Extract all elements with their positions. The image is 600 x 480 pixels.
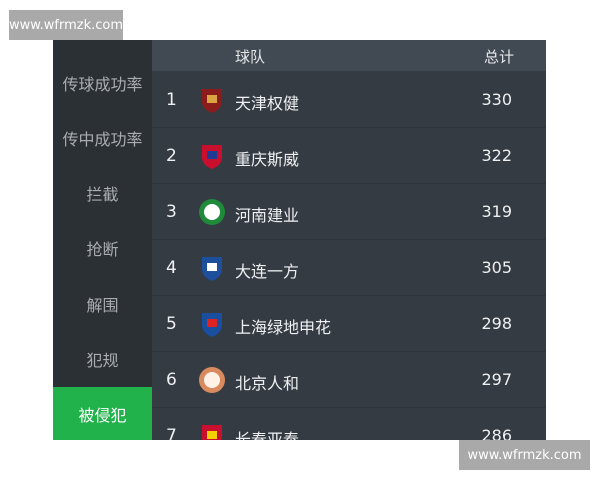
rank: 5 — [166, 314, 177, 334]
total-value: 286 — [481, 426, 512, 440]
dalian-yifang-crest-icon — [202, 257, 222, 281]
total-value: 322 — [481, 146, 512, 165]
table-row[interactable]: 3 河南建业 319 — [152, 184, 546, 240]
sidebar-item[interactable]: 解围 — [86, 295, 119, 315]
header-team: 球队 — [235, 48, 266, 66]
total-value: 298 — [481, 314, 512, 333]
total-value: 319 — [481, 202, 512, 221]
total-value: 305 — [481, 258, 512, 277]
rank: 6 — [166, 370, 177, 390]
team-name: 河南建业 — [235, 206, 300, 225]
rank: 4 — [166, 258, 177, 278]
rank: 7 — [166, 426, 177, 440]
team-name: 北京人和 — [235, 374, 300, 393]
sidebar-item[interactable]: 被侵犯 — [53, 387, 152, 440]
rank: 3 — [166, 202, 177, 222]
table-row[interactable]: 1 天津权健 330 — [152, 72, 546, 128]
changchun-yatai-crest-icon — [202, 425, 222, 440]
table-row[interactable]: 7 长春亚泰 286 — [152, 408, 546, 440]
total-value: 330 — [481, 90, 512, 109]
team-name: 长春亚泰 — [235, 430, 300, 440]
table-row[interactable]: 2 重庆斯威 322 — [152, 128, 546, 184]
ranking-table: 球队 总计 1 天津权健 330 2 重庆斯威 322 3 河南建业 319 4 大连… — [152, 40, 546, 440]
table-row[interactable]: 4 大连一方 305 — [152, 240, 546, 296]
team-name: 天津权健 — [235, 94, 300, 113]
watermark: www.wfrmzk.com — [9, 10, 123, 40]
chongqing-swm-crest-icon — [202, 145, 222, 169]
sidebar-item[interactable]: 传中成功率 — [62, 129, 143, 149]
team-name: 大连一方 — [235, 262, 300, 281]
team-name: 重庆斯威 — [235, 150, 300, 169]
sidebar-item[interactable]: 抢断 — [86, 240, 119, 260]
henan-jianye-crest-icon — [199, 199, 225, 225]
sidebar-item[interactable]: 传球成功率 — [62, 74, 143, 94]
team-name: 上海绿地申花 — [235, 318, 332, 337]
tianjin-quanjian-crest-icon — [202, 89, 222, 113]
table-row[interactable]: 5 上海绿地申花 298 — [152, 296, 546, 352]
total-value: 297 — [481, 370, 512, 389]
sidebar-item[interactable]: 犯规 — [86, 351, 119, 370]
stats-panel: 传球成功率 传中成功率 拦截 抢断 解围 犯规 被侵犯 球队 总计 1 天津权健 330 2 … — [53, 40, 546, 440]
rank: 2 — [166, 146, 177, 166]
header-total: 总计 — [483, 48, 514, 66]
watermark: www.wfrmzk.com — [459, 440, 590, 470]
rank: 1 — [166, 90, 177, 110]
table-row[interactable]: 6 北京人和 297 — [152, 352, 546, 408]
beijing-renhe-crest-icon — [199, 367, 225, 393]
table-header: 球队 总计 — [152, 40, 546, 71]
sidebar-item[interactable]: 拦截 — [86, 185, 119, 205]
shanghai-shenhua-crest-icon — [202, 313, 222, 337]
category-sidebar: 传球成功率传中成功率拦截抢断解围犯规被侵犯 — [53, 40, 152, 440]
